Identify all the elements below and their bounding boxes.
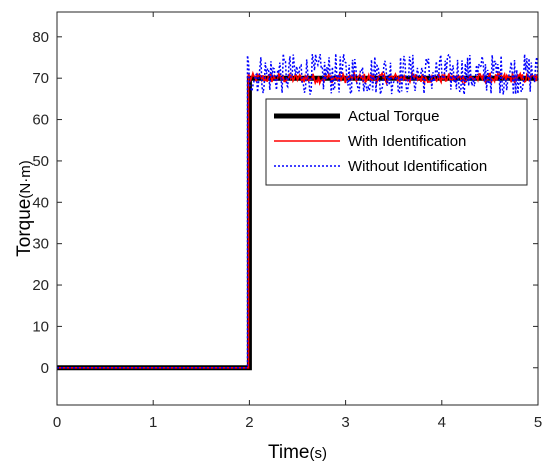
y-tick-label: 70 [32,70,49,87]
series-line-without-identification [57,53,539,369]
y-tick-label: 10 [32,318,49,335]
x-tick-label: 5 [534,414,542,431]
legend-label: Without Identification [348,158,487,175]
series-layer [57,53,539,371]
y-tick-label: 80 [32,29,49,46]
legend-box [265,98,528,186]
x-tick-label: 2 [245,414,253,431]
plot-frame [56,11,539,406]
x-tick-label: 1 [149,414,157,431]
y-tick-label: 50 [32,153,49,170]
y-tick-label: 0 [41,360,49,377]
y-axis-title: Torque(N·m) [14,160,35,256]
y-tick-label: 60 [32,112,49,129]
y-tick-label: 30 [32,236,49,253]
series-line-with-identification [57,70,539,369]
legend: Actual Torque With Identification Without … [265,98,528,186]
x-tick-label: 4 [438,414,446,431]
y-tick-label: 20 [32,277,49,294]
y-tick-label: 40 [32,194,49,211]
x-tick-label: 0 [53,414,61,431]
legend-label: Actual Torque [348,108,439,125]
x-tick-label: 3 [341,414,349,431]
legend-label: With Identification [348,133,466,150]
x-axis-title: Time(s) [268,442,327,463]
